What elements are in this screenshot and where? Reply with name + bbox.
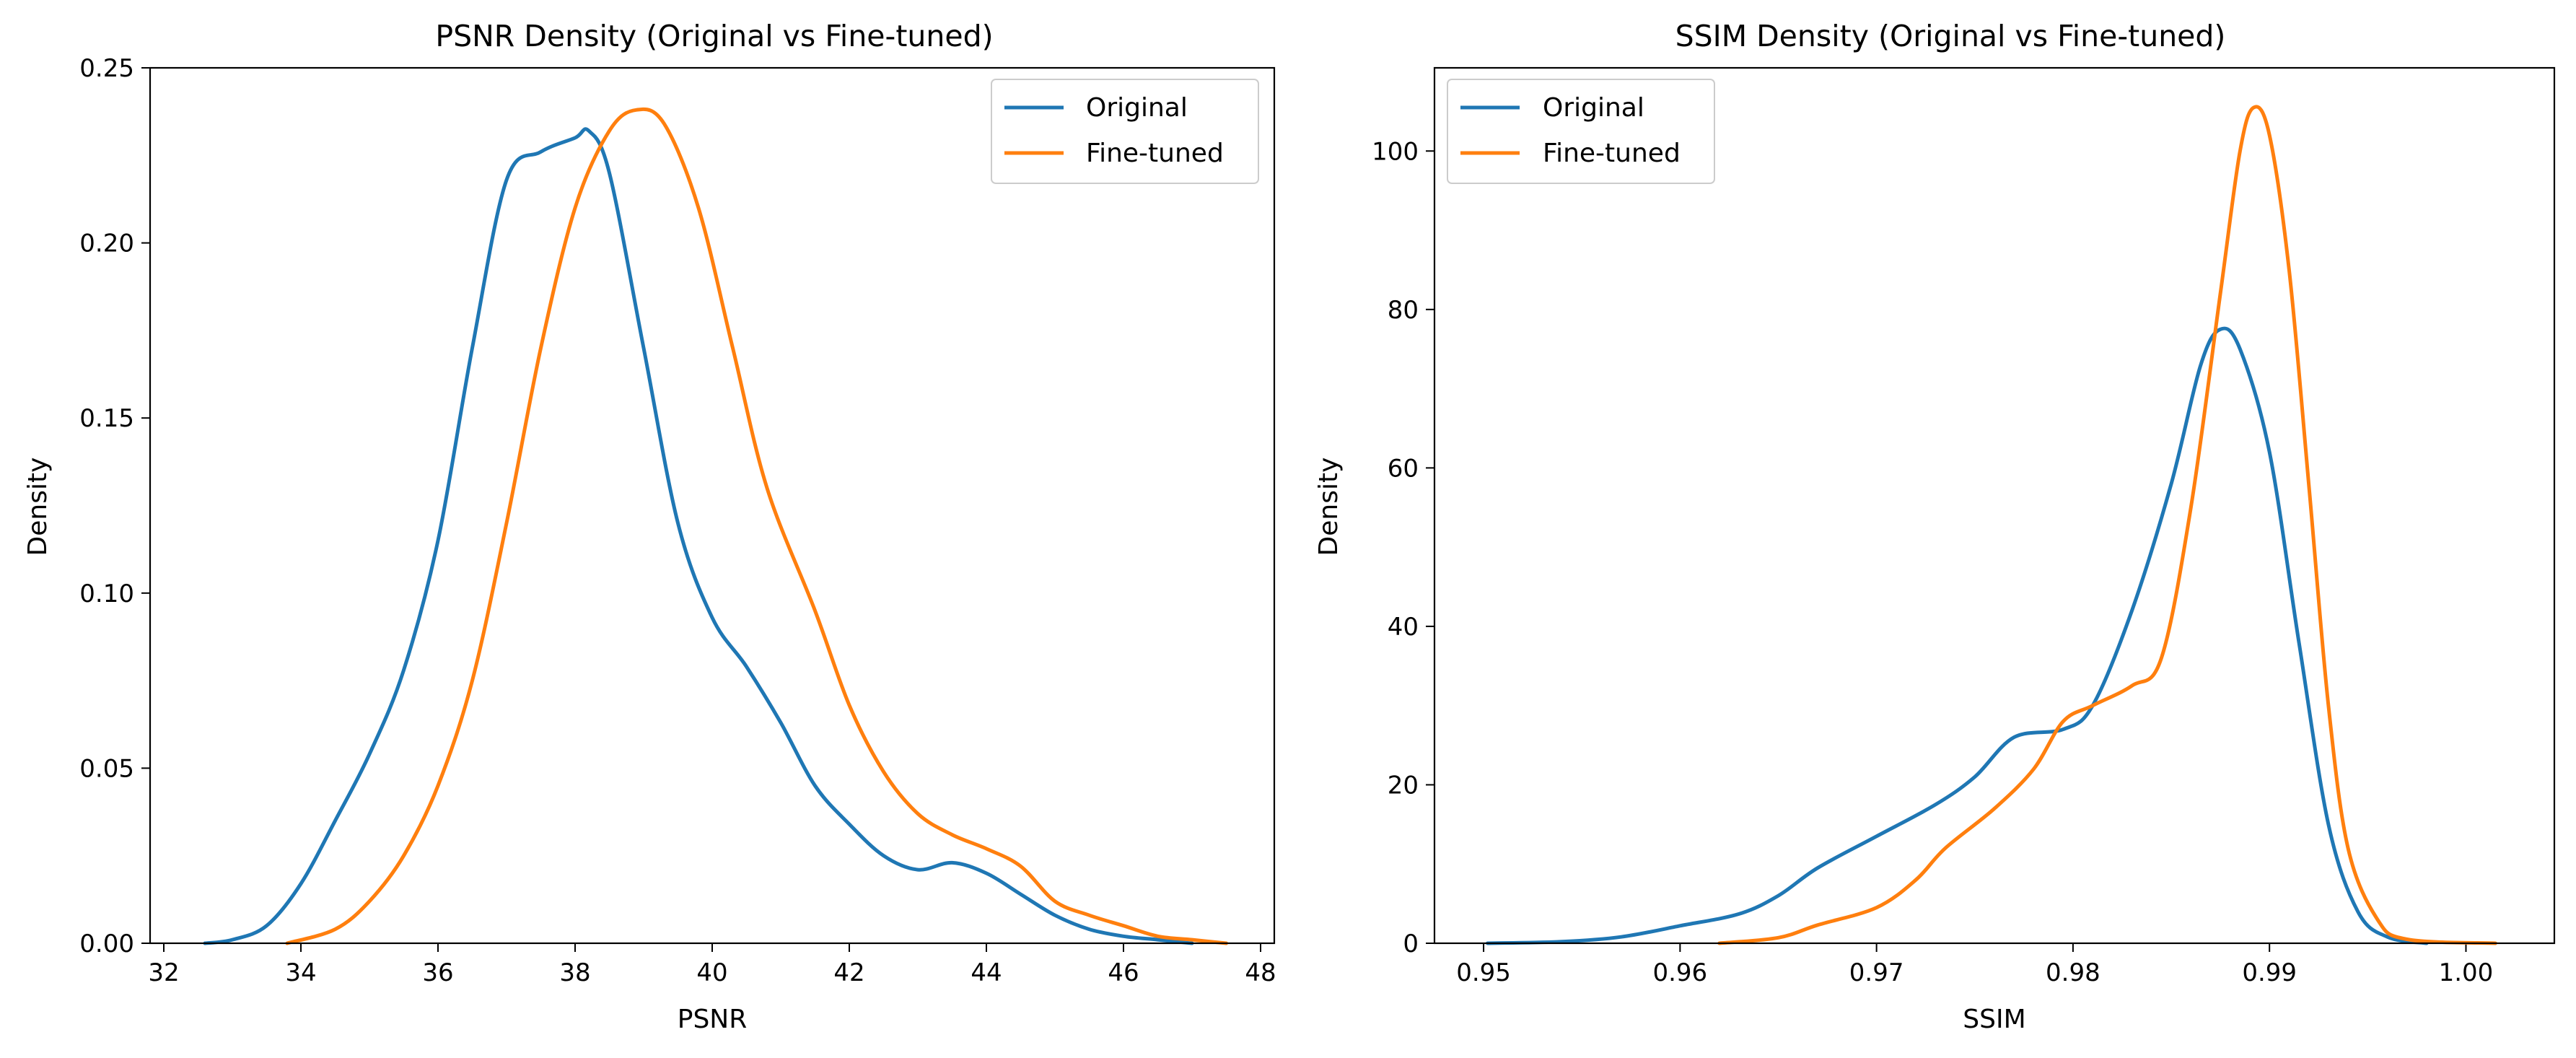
x-tick-label: 40 xyxy=(696,958,727,987)
legend-label-original: Original xyxy=(1543,93,1644,123)
x-tick-label: 0.99 xyxy=(2242,958,2297,987)
legend: Original Fine-tuned xyxy=(1447,79,1715,184)
y-tick-label: 100 xyxy=(1372,137,1419,166)
y-axis-label: Density xyxy=(23,458,53,556)
y-tick-label: 0.25 xyxy=(79,54,134,83)
y-tick-label: 0 xyxy=(1403,930,1419,958)
x-tick-label: 46 xyxy=(1108,958,1139,987)
y-tick-label: 0.10 xyxy=(79,580,134,608)
legend-box xyxy=(1447,79,1715,184)
y-tick-label: 0.00 xyxy=(79,930,134,958)
series-lines xyxy=(203,107,1228,945)
y-tick-label: 0.15 xyxy=(79,404,134,433)
x-axis-label: PSNR xyxy=(678,1005,748,1034)
x-tick-label: 34 xyxy=(285,958,316,987)
y-tick-labels: 0 20 40 60 80 100 xyxy=(1372,137,1434,958)
x-axis-label: SSIM xyxy=(1963,1005,2025,1034)
series-line-original xyxy=(1486,326,2429,945)
legend: Original Fine-tuned xyxy=(991,79,1259,184)
x-tick-label: 48 xyxy=(1245,958,1276,987)
ssim-density-chart: SSIM Density (Original vs Fine-tuned) 0.… xyxy=(1314,19,2556,1034)
x-tick-label: 44 xyxy=(971,958,1002,987)
chart-title: PSNR Density (Original vs Fine-tuned) xyxy=(435,19,993,53)
x-tick-label: 0.96 xyxy=(1652,958,1707,987)
x-tick-label: 0.98 xyxy=(2046,958,2100,987)
series-lines xyxy=(1486,105,2497,945)
series-line-fine-tuned xyxy=(1717,105,2497,945)
series-line-fine-tuned xyxy=(285,107,1228,945)
y-tick-label: 40 xyxy=(1388,613,1419,642)
x-tick-label: 42 xyxy=(833,958,864,987)
plot-frame xyxy=(149,66,1276,945)
x-tick-labels: 0.95 0.96 0.97 0.98 0.99 1.00 xyxy=(1456,943,2493,987)
legend-label-original: Original xyxy=(1086,93,1188,123)
psnr-density-chart: PSNR Density (Original vs Fine-tuned) 32… xyxy=(23,19,1276,1034)
x-tick-label: 38 xyxy=(559,958,590,987)
legend-box xyxy=(991,79,1259,184)
legend-label-fine-tuned: Fine-tuned xyxy=(1086,139,1224,168)
y-tick-label: 80 xyxy=(1388,296,1419,325)
legend-label-fine-tuned: Fine-tuned xyxy=(1543,139,1681,168)
y-tick-label: 0.20 xyxy=(79,229,134,258)
chart-title: SSIM Density (Original vs Fine-tuned) xyxy=(1675,19,2226,53)
x-tick-label: 0.95 xyxy=(1456,958,1511,987)
x-tick-labels: 32 34 36 38 40 42 44 46 48 xyxy=(148,943,1276,987)
plot-frame xyxy=(1433,66,2556,945)
y-tick-label: 20 xyxy=(1388,771,1419,800)
series-line-original xyxy=(203,127,1194,945)
y-tick-label: 60 xyxy=(1388,454,1419,483)
y-axis-label: Density xyxy=(1314,458,1344,556)
x-tick-label: 0.97 xyxy=(1849,958,1904,987)
x-tick-label: 36 xyxy=(422,958,453,987)
y-tick-labels: 0.00 0.05 0.10 0.15 0.20 0.25 xyxy=(79,54,150,958)
x-tick-label: 32 xyxy=(148,958,179,987)
y-tick-label: 0.05 xyxy=(79,754,134,783)
x-tick-label: 1.00 xyxy=(2439,958,2494,987)
